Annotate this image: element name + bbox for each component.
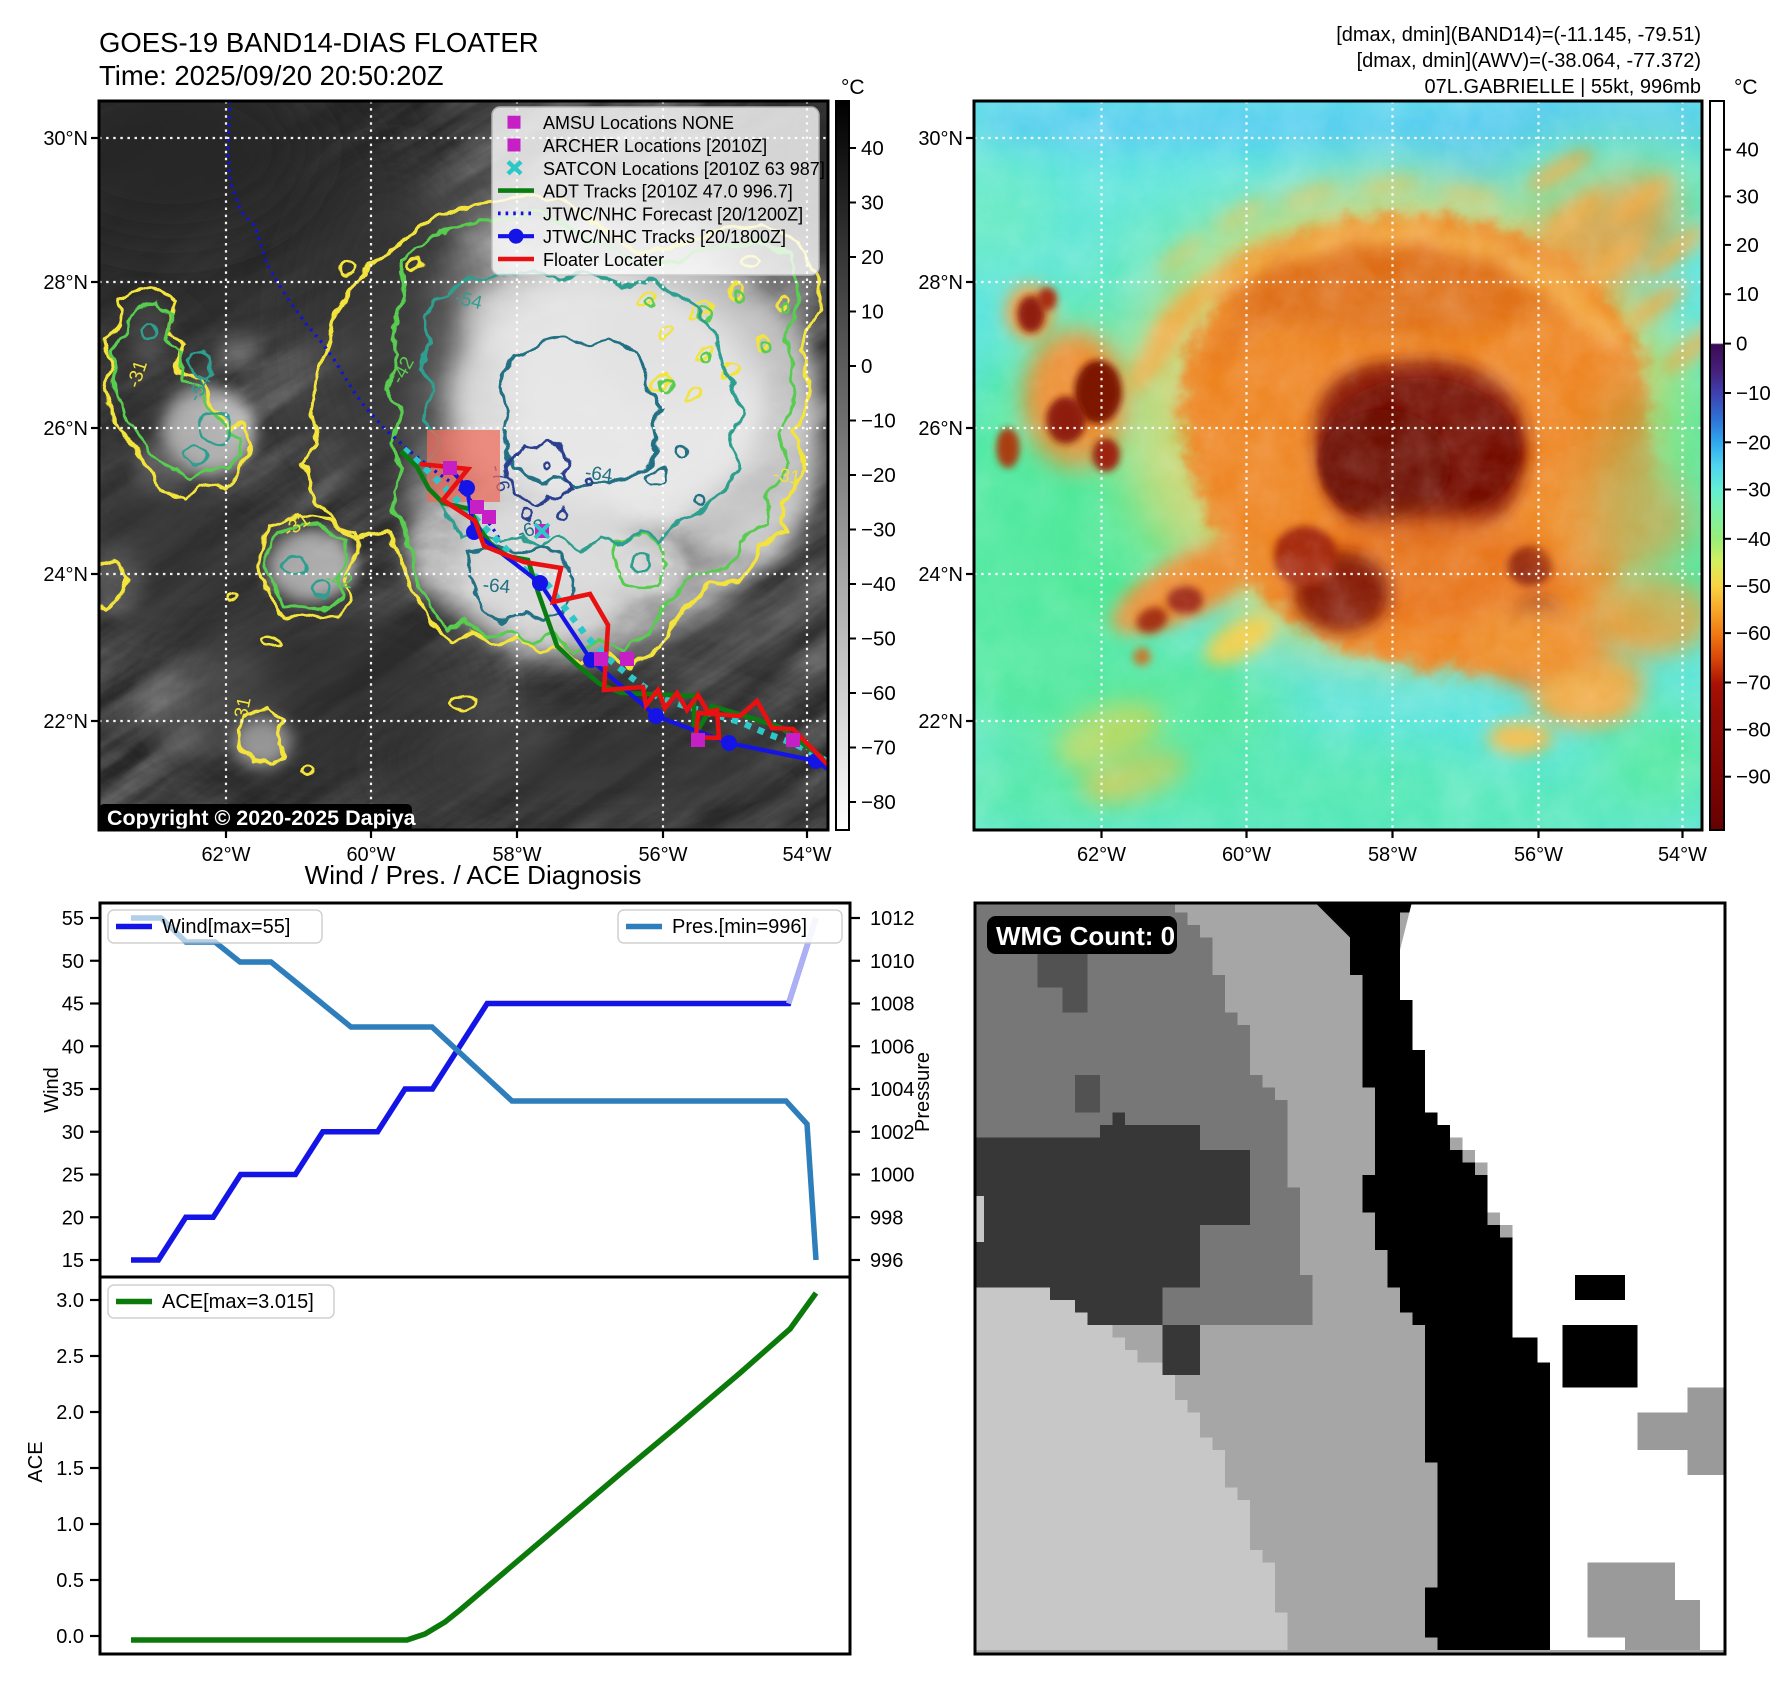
svg-text:3.0: 3.0 (56, 1290, 84, 1312)
svg-text:998: 998 (870, 1207, 903, 1229)
svg-text:-42: -42 (324, 568, 355, 593)
svg-text:−10: −10 (1736, 382, 1771, 405)
svg-text:26°N: 26°N (43, 418, 88, 440)
svg-text:AMSU Locations NONE: AMSU Locations NONE (543, 113, 734, 133)
svg-text:28°N: 28°N (918, 272, 963, 294)
svg-text:−90: −90 (1736, 766, 1771, 789)
svg-text:ACE: ACE (25, 1441, 47, 1482)
svg-text:25: 25 (62, 1165, 84, 1187)
svg-text:1012: 1012 (870, 908, 915, 930)
svg-text:26°N: 26°N (918, 418, 963, 440)
svg-text:10: 10 (861, 301, 884, 324)
svg-text:15: 15 (62, 1250, 84, 1272)
svg-text:−40: −40 (1736, 528, 1771, 551)
svg-text:30°N: 30°N (918, 128, 963, 150)
svg-text:GOES-19 BAND14-DIAS FLOATER: GOES-19 BAND14-DIAS FLOATER (99, 27, 539, 58)
svg-text:−70: −70 (1736, 672, 1771, 695)
svg-text:24°N: 24°N (43, 564, 88, 586)
svg-text:Floater Locater: Floater Locater (543, 250, 664, 270)
svg-text:40: 40 (62, 1036, 84, 1058)
svg-text:60°W: 60°W (346, 844, 395, 866)
svg-text:−60: −60 (861, 682, 896, 705)
svg-text:58°W: 58°W (1368, 844, 1417, 866)
svg-text:SATCON Locations [2010Z 63 987: SATCON Locations [2010Z 63 987] (543, 159, 825, 179)
svg-text:−80: −80 (1736, 719, 1771, 742)
svg-text:-64: -64 (584, 462, 615, 487)
svg-text:30°N: 30°N (43, 128, 88, 150)
svg-text:°C: °C (841, 76, 865, 99)
svg-text:0: 0 (1736, 333, 1747, 356)
svg-text:22°N: 22°N (43, 711, 88, 733)
svg-text:−10: −10 (861, 410, 896, 433)
svg-text:−20: −20 (1736, 431, 1771, 454)
svg-text:20: 20 (62, 1207, 84, 1229)
svg-text:60°W: 60°W (1222, 844, 1271, 866)
svg-text:-31: -31 (772, 464, 802, 489)
svg-text:40: 40 (1736, 139, 1759, 162)
svg-text:−30: −30 (1736, 479, 1771, 502)
svg-text:-64: -64 (482, 575, 512, 598)
svg-text:2.0: 2.0 (56, 1402, 84, 1424)
svg-text:1008: 1008 (870, 994, 915, 1016)
svg-text:1006: 1006 (870, 1036, 915, 1058)
svg-text:55: 55 (62, 908, 84, 930)
svg-text:−50: −50 (861, 628, 896, 651)
svg-text:Copyright © 2020-2025 Dapiya: Copyright © 2020-2025 Dapiya (107, 806, 417, 830)
svg-text:[dmax, dmin](AWV)=(-38.064, -7: [dmax, dmin](AWV)=(-38.064, -77.372) (1357, 50, 1701, 72)
svg-text:JTWC/NHC Forecast [20/1200Z]: JTWC/NHC Forecast [20/1200Z] (543, 204, 803, 224)
svg-text:30: 30 (861, 192, 884, 215)
svg-text:40: 40 (861, 137, 884, 160)
svg-text:0: 0 (861, 355, 872, 378)
svg-text:1.5: 1.5 (56, 1458, 84, 1480)
svg-text:996: 996 (870, 1250, 903, 1272)
svg-text:−30: −30 (861, 519, 896, 542)
svg-text:[dmax, dmin](BAND14)=(-11.145,: [dmax, dmin](BAND14)=(-11.145, -79.51) (1336, 24, 1701, 46)
svg-text:56°W: 56°W (1514, 844, 1563, 866)
svg-text:1.0: 1.0 (56, 1514, 84, 1536)
svg-text:ACE[max=3.015]: ACE[max=3.015] (162, 1291, 314, 1313)
svg-text:58°W: 58°W (492, 844, 541, 866)
svg-text:2.5: 2.5 (56, 1346, 84, 1368)
svg-text:−60: −60 (1736, 622, 1771, 645)
svg-text:22°N: 22°N (918, 711, 963, 733)
svg-text:−40: −40 (861, 573, 896, 596)
svg-text:07L.GABRIELLE | 55kt, 996mb: 07L.GABRIELLE | 55kt, 996mb (1425, 76, 1701, 98)
svg-text:35: 35 (62, 1079, 84, 1101)
svg-text:ARCHER Locations [2010Z]: ARCHER Locations [2010Z] (543, 136, 767, 156)
svg-text:20: 20 (1736, 234, 1759, 257)
svg-text:Wind: Wind (41, 1067, 63, 1113)
svg-text:56°W: 56°W (638, 844, 687, 866)
svg-text:−80: −80 (861, 791, 896, 814)
svg-text:1004: 1004 (870, 1079, 915, 1101)
svg-text:JTWC/NHC Tracks [20/1800Z]: JTWC/NHC Tracks [20/1800Z] (543, 227, 786, 247)
svg-text:54°W: 54°W (782, 844, 831, 866)
svg-text:WMG Count: 0: WMG Count: 0 (996, 921, 1175, 951)
svg-text:45: 45 (62, 994, 84, 1016)
svg-text:62°W: 62°W (1077, 844, 1126, 866)
svg-text:50: 50 (62, 951, 84, 973)
svg-text:54°W: 54°W (1658, 844, 1707, 866)
svg-text:20: 20 (861, 246, 884, 269)
svg-text:Wind[max=55]: Wind[max=55] (162, 916, 290, 938)
svg-text:ADT Tracks [2010Z 47.0 996.7]: ADT Tracks [2010Z 47.0 996.7] (543, 182, 793, 202)
svg-text:Time: 2025/09/20 20:50:20Z: Time: 2025/09/20 20:50:20Z (99, 60, 444, 91)
svg-text:30: 30 (1736, 185, 1759, 208)
svg-text:Pres.[min=996]: Pres.[min=996] (672, 916, 807, 938)
svg-text:−20: −20 (861, 464, 896, 487)
svg-text:10: 10 (1736, 283, 1759, 306)
svg-text:1000: 1000 (870, 1165, 915, 1187)
svg-text:24°N: 24°N (918, 564, 963, 586)
svg-text:1002: 1002 (870, 1122, 915, 1144)
svg-text:62°W: 62°W (201, 844, 250, 866)
svg-text:1010: 1010 (870, 951, 915, 973)
svg-text:30: 30 (62, 1122, 84, 1144)
svg-text:−70: −70 (861, 737, 896, 760)
svg-text:Pressure: Pressure (912, 1052, 934, 1132)
svg-text:Wind / Pres. / ACE Diagnosis: Wind / Pres. / ACE Diagnosis (305, 860, 642, 890)
svg-text:−50: −50 (1736, 575, 1771, 598)
svg-text:0.5: 0.5 (56, 1570, 84, 1592)
svg-text:0.0: 0.0 (56, 1626, 84, 1648)
svg-text:28°N: 28°N (43, 272, 88, 294)
svg-text:°C: °C (1734, 76, 1758, 99)
